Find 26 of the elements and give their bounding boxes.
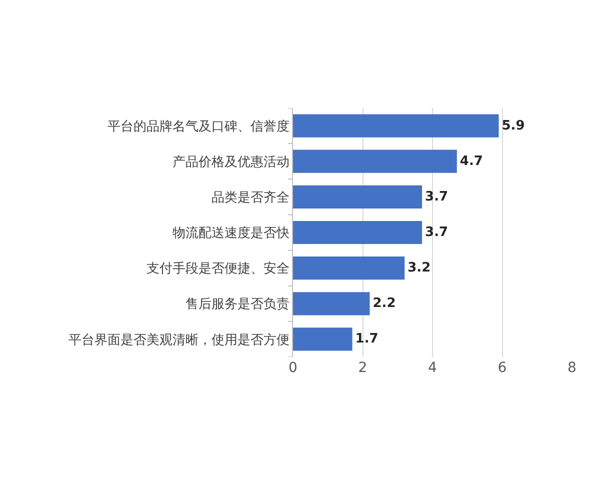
y-tick-label: 品类是否齐全 [211,190,290,206]
bar [293,150,457,173]
data-label: 1.7 [355,332,378,347]
bar [293,328,352,351]
bar [293,114,499,138]
bar [293,256,405,280]
y-tick-label: 物流配送速度是否快 [172,225,290,242]
y-tick-label: 平台界面是否美观清晰，使用是否方便 [68,332,290,348]
x-tick-label: 2 [358,360,368,376]
data-label: 5.9 [502,118,525,134]
data-label: 2.2 [372,296,396,312]
y-tick-label: 支付手段是否便捷、安全 [146,260,290,277]
x-tick-label: 0 [288,360,298,376]
data-label: 3.2 [408,260,431,276]
data-label: 4.7 [460,154,483,169]
bar [293,292,370,316]
x-tick-label: 6 [498,360,507,376]
y-tick-label: 售后服务是否负责 [185,297,290,312]
y-tick-label: 平台的品牌名气及口碑、信誉度 [107,118,290,134]
x-tick-label: 4 [428,360,438,376]
y-tick-label: 产品价格及优惠活动 [172,154,290,170]
data-label: 3.7 [425,189,448,204]
bar [293,185,422,208]
bar [293,220,422,244]
x-tick-label: 8 [568,360,576,376]
data-label: 3.7 [425,225,448,240]
